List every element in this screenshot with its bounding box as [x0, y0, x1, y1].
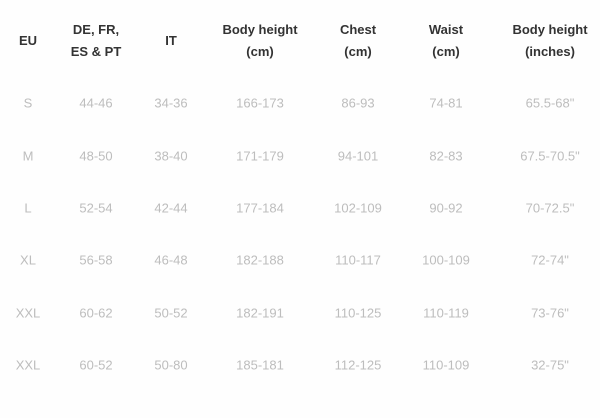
table-cell: 177-184 [236, 200, 284, 216]
table-cell: 100-109 [422, 252, 470, 268]
table-cell: 102-109 [334, 200, 382, 216]
table-cell: 60-52 [79, 357, 113, 373]
header-text: Chest [339, 22, 377, 37]
table-cell: 94-101 [337, 148, 379, 164]
table-cell: 110-125 [334, 305, 382, 321]
table-cell: 42-44 [154, 200, 188, 216]
table-cell: 73-76" [531, 305, 569, 321]
header-text: ES & PT [70, 44, 122, 59]
table-cell: 171-179 [236, 148, 284, 164]
header-body-height-cm: Body height (cm) [222, 19, 297, 63]
table-cell: 56-58 [79, 252, 113, 268]
table-cell: 110-109 [422, 357, 470, 373]
table-cell: XL [20, 252, 36, 268]
table-cell: 74-81 [429, 95, 463, 111]
table-cell: 110-117 [335, 252, 381, 268]
header-text: IT [165, 33, 177, 48]
table-cell: 166-173 [236, 95, 284, 111]
header-de-fr-es-pt: DE, FR, ES & PT [71, 19, 122, 63]
table-cell: 110-119 [423, 305, 469, 321]
table-cell: 52-54 [79, 200, 113, 216]
table-cell: 34-36 [154, 95, 188, 111]
header-text: EU [18, 33, 38, 48]
header-text: Body height [512, 22, 588, 37]
table-cell: M [22, 148, 34, 164]
table-cell: 182-188 [236, 252, 284, 268]
table-cell: 44-46 [79, 95, 113, 111]
table-cell: 182-191 [236, 305, 284, 321]
header-text: (cm) [432, 44, 460, 59]
table-cell: 50-80 [154, 357, 188, 373]
table-cell: 60-62 [79, 305, 113, 321]
header-text: (cm) [344, 44, 372, 59]
header-text: Waist [428, 22, 464, 37]
header-text: (inches) [525, 44, 575, 59]
table-cell: S [23, 95, 33, 111]
header-chest: Chest (cm) [340, 19, 376, 63]
table-cell: 86-93 [341, 95, 375, 111]
header-text: (cm) [246, 44, 274, 59]
table-cell: 82-83 [429, 148, 463, 164]
table-cell: 112-125 [334, 357, 382, 373]
table-cell: 70-72.5" [525, 200, 575, 216]
header-body-height-inches: Body height (inches) [512, 19, 587, 63]
table-cell: 32-75" [531, 357, 569, 373]
table-cell: XXL [15, 357, 41, 373]
table-cell: 38-40 [154, 148, 188, 164]
table-cell: 90-92 [429, 200, 463, 216]
header-it: IT [165, 30, 177, 52]
table-cell: 50-52 [154, 305, 188, 321]
header-eu: EU [19, 30, 37, 52]
header-waist: Waist (cm) [429, 19, 463, 63]
table-cell: 72-74" [531, 252, 569, 268]
table-cell: 46-48 [154, 252, 188, 268]
table-cell: 65.5-68" [525, 95, 575, 111]
table-cell: 185-181 [236, 357, 284, 373]
table-cell: L [24, 200, 32, 216]
table-cell: 48-50 [79, 148, 113, 164]
table-cell: 67.5-70.5" [520, 148, 580, 164]
table-cell: XXL [15, 305, 41, 321]
header-text: Body height [222, 22, 298, 37]
header-text: DE, FR, [72, 22, 120, 37]
